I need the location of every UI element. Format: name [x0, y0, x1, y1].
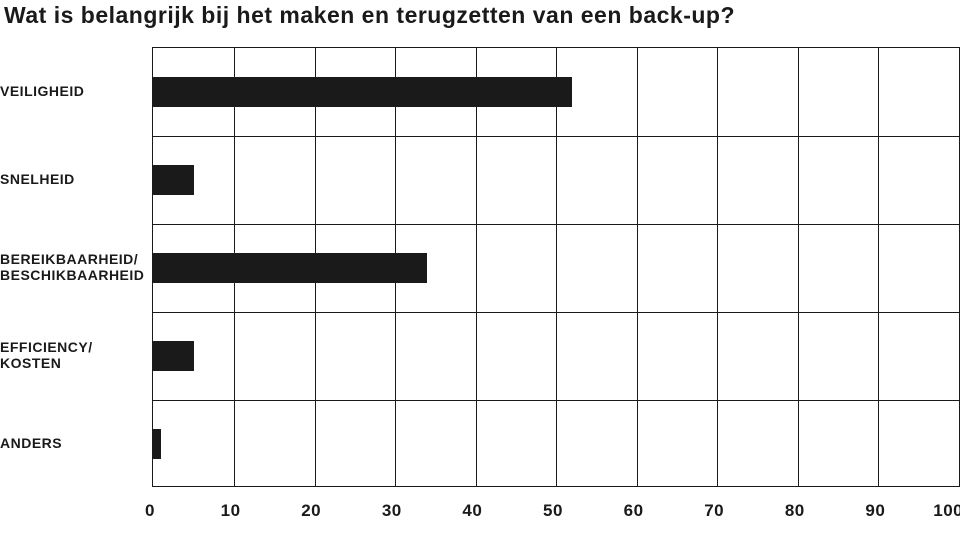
- category-labels: VEILIGHEID SNELHEID BEREIKBAARHEID/BESCHIK…: [0, 47, 152, 487]
- bar: [153, 77, 572, 108]
- x-tick-label: 70: [704, 501, 724, 521]
- gridline-horizontal: [153, 312, 959, 313]
- x-tick-label: 100%: [933, 501, 960, 521]
- chart-title: Wat is belangrijk bij het maken en terug…: [0, 0, 960, 47]
- gridline-vertical: [798, 48, 799, 486]
- x-tick-label: 10: [221, 501, 241, 521]
- category-label: ANDERS: [0, 399, 152, 487]
- chart-container: Wat is belangrijk bij het maken en terug…: [0, 0, 960, 541]
- x-tick-label: 80: [785, 501, 805, 521]
- category-label: EFFICIENCY/KOSTEN: [0, 311, 152, 399]
- x-axis: 0102030405060708090100%: [150, 487, 959, 527]
- gridline-vertical: [556, 48, 557, 486]
- x-tick-label: 30: [382, 501, 402, 521]
- gridline-vertical: [878, 48, 879, 486]
- category-label: BEREIKBAARHEID/BESCHIKBAARHEID: [0, 223, 152, 311]
- category-label-line: ANDERS: [0, 435, 62, 451]
- category-label-line: BEREIKBAARHEID/: [0, 251, 138, 267]
- gridline-horizontal: [153, 224, 959, 225]
- category-label: SNELHEID: [0, 135, 152, 223]
- x-tick-label: 90: [865, 501, 885, 521]
- plot-area: [152, 47, 960, 487]
- bar: [153, 341, 193, 372]
- chart-body: VEILIGHEID SNELHEID BEREIKBAARHEID/BESCHIK…: [0, 47, 960, 487]
- x-tick-label: 60: [624, 501, 644, 521]
- gridline-vertical: [476, 48, 477, 486]
- category-label-line: KOSTEN: [0, 355, 61, 371]
- gridline-vertical: [717, 48, 718, 486]
- category-label-line: SNELHEID: [0, 171, 75, 187]
- gridline-horizontal: [153, 400, 959, 401]
- gridline-horizontal: [153, 136, 959, 137]
- bar: [153, 253, 427, 284]
- x-tick-label: 20: [301, 501, 321, 521]
- bar: [153, 165, 193, 196]
- category-label-line: EFFICIENCY/: [0, 339, 93, 355]
- x-tick-label: 50: [543, 501, 563, 521]
- gridline-vertical: [637, 48, 638, 486]
- x-tick-label: 0: [145, 501, 155, 521]
- bar: [153, 429, 161, 460]
- x-tick-label: 40: [462, 501, 482, 521]
- category-label-line: BESCHIKBAARHEID: [0, 267, 144, 283]
- category-label-line: VEILIGHEID: [0, 83, 84, 99]
- category-label: VEILIGHEID: [0, 47, 152, 135]
